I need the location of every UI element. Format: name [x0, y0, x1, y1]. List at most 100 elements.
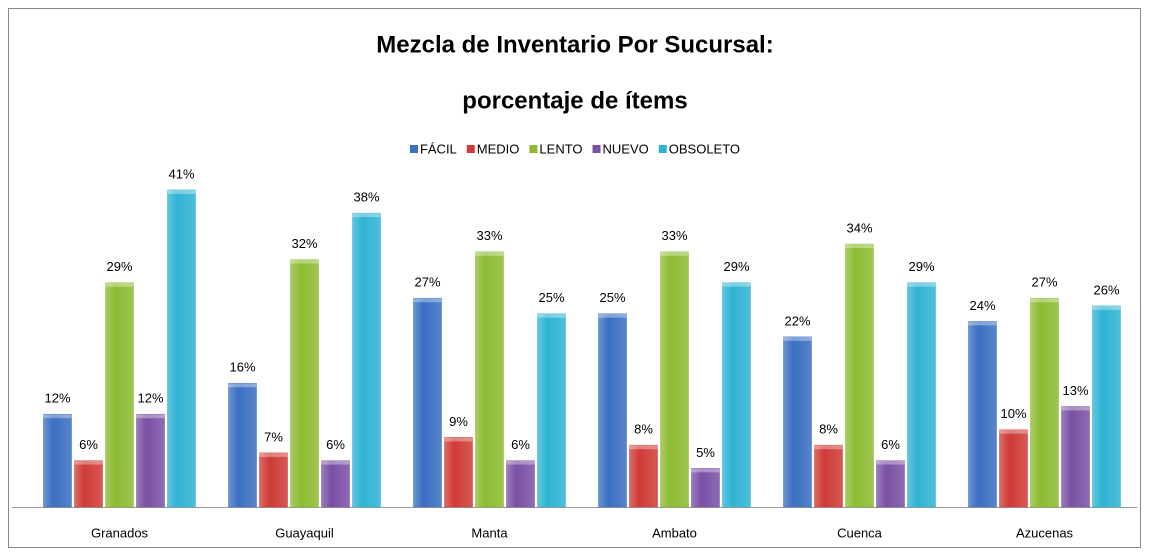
legend-label: FÁCIL [420, 141, 457, 156]
bar-cap [660, 251, 689, 256]
bar-cap [321, 460, 350, 465]
data-label: 6% [881, 437, 900, 452]
data-label: 29% [723, 259, 749, 274]
data-label: 27% [1031, 275, 1057, 290]
bar-cap [598, 313, 627, 318]
bar-cap [968, 321, 997, 326]
bar-cap [876, 460, 905, 465]
bar-cap [167, 189, 196, 194]
bar-cap [999, 429, 1028, 434]
data-label: 22% [784, 313, 810, 328]
data-label: 6% [326, 437, 345, 452]
data-label: 27% [414, 275, 440, 290]
bar [845, 243, 874, 508]
bar-cap [722, 282, 751, 287]
data-label: 12% [44, 391, 70, 406]
bar-cap [43, 414, 72, 419]
data-label: 8% [819, 422, 838, 437]
legend-label: OBSOLETO [669, 141, 740, 156]
bar-cap [475, 251, 504, 256]
bar [321, 460, 350, 508]
bar [167, 189, 196, 508]
bar-cap [629, 445, 658, 450]
data-label: 6% [511, 437, 530, 452]
legend-swatch [658, 145, 667, 153]
bar-cap [259, 452, 288, 457]
bar [537, 313, 566, 508]
bar [907, 282, 936, 508]
data-label: 13% [1062, 383, 1088, 398]
data-label: 29% [106, 259, 132, 274]
legend-swatch [409, 145, 418, 153]
bar [444, 437, 473, 508]
bar [506, 460, 535, 508]
bar-cap [352, 213, 381, 218]
bar [999, 429, 1028, 508]
bar [413, 297, 442, 508]
x-tick-label: Azucenas [1016, 525, 1074, 540]
data-label: 9% [449, 414, 468, 429]
legend: FÁCIL MEDIO LENTO NUEVO OBSOLETO [409, 141, 740, 156]
data-label: 26% [1093, 282, 1119, 297]
bar-cap [74, 460, 103, 465]
bar-cap [136, 414, 165, 419]
bar [352, 212, 381, 508]
data-label: 33% [661, 228, 687, 243]
chart-title: porcentaje de ítems [462, 87, 687, 114]
x-tick-label: Ambato [652, 525, 697, 540]
data-label: 25% [599, 290, 625, 305]
bar [43, 413, 72, 508]
bar-cap [907, 282, 936, 287]
bar-cap [506, 460, 535, 465]
x-tick-label: Granados [91, 525, 149, 540]
data-label: 32% [291, 236, 317, 251]
x-tick-label: Manta [471, 525, 508, 540]
data-label: 7% [264, 429, 283, 444]
chart-frame [8, 8, 1141, 548]
bar [629, 444, 658, 508]
legend-label: NUEVO [603, 141, 649, 156]
data-label: 24% [969, 298, 995, 313]
bar-cap [290, 259, 319, 264]
bar [783, 336, 812, 508]
data-label: 10% [1000, 406, 1026, 421]
data-label: 25% [538, 290, 564, 305]
bar [1030, 297, 1059, 508]
x-tick-label: Cuenca [837, 525, 883, 540]
data-label: 16% [229, 360, 255, 375]
bar-cap [444, 437, 473, 442]
bar [876, 460, 905, 508]
bar-cap [1061, 406, 1090, 411]
x-tick-label: Guayaquil [275, 525, 334, 540]
bar [598, 313, 627, 508]
data-label: 12% [137, 391, 163, 406]
bar-cap [105, 282, 134, 287]
bar [105, 282, 134, 508]
legend-swatch [466, 145, 475, 153]
bar [475, 251, 504, 508]
bar [74, 460, 103, 508]
bar [136, 413, 165, 508]
bar [968, 321, 997, 508]
data-label: 8% [634, 422, 653, 437]
legend-label: LENTO [539, 141, 582, 156]
bar-cap [814, 445, 843, 450]
data-label: 5% [696, 445, 715, 460]
bar [722, 282, 751, 508]
bar-cap [228, 383, 257, 388]
bar [259, 452, 288, 508]
bar [1092, 305, 1121, 508]
data-label: 33% [476, 228, 502, 243]
bar-cap [783, 336, 812, 341]
bar-cap [413, 298, 442, 303]
data-label: 6% [79, 437, 98, 452]
data-label: 29% [908, 259, 934, 274]
bar [228, 383, 257, 508]
bar-cap [1092, 305, 1121, 310]
chart-title: Mezcla de Inventario Por Sucursal: [376, 31, 773, 58]
bar-cap [691, 468, 720, 473]
bar [660, 251, 689, 508]
legend-label: MEDIO [477, 141, 520, 156]
bar-cap [537, 313, 566, 318]
